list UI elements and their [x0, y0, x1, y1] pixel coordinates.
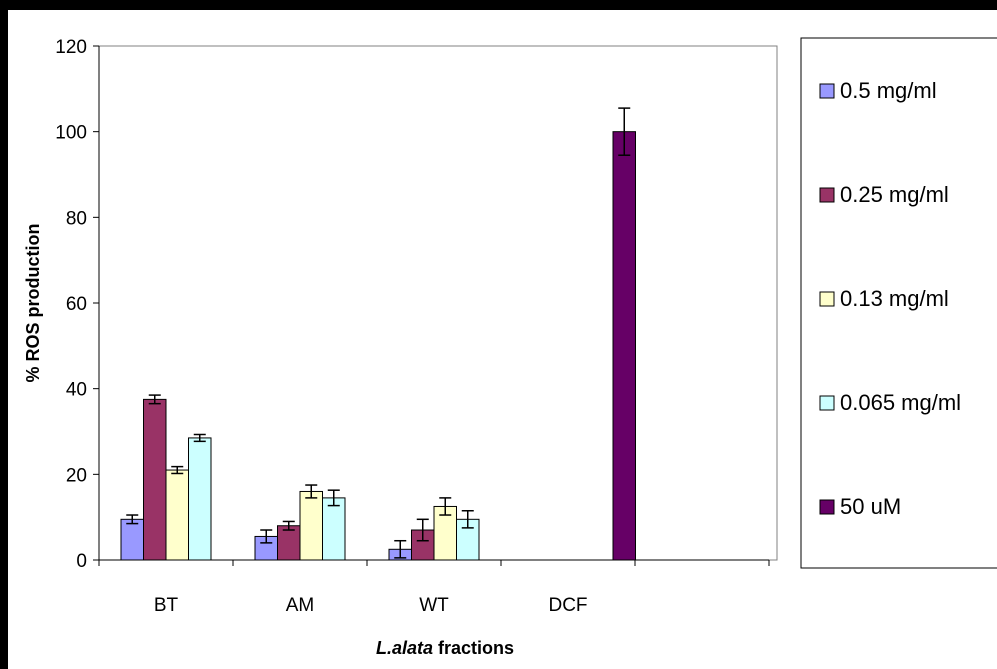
- y-tick-label: 100: [55, 123, 87, 144]
- legend-label: 0.065 mg/ml: [840, 390, 961, 415]
- legend-label: 0.25 mg/ml: [840, 182, 949, 207]
- y-tick-label: 120: [55, 37, 87, 58]
- y-tick-label: 60: [66, 294, 87, 315]
- bar: [612, 131, 636, 561]
- legend-label: 0.5 mg/ml: [840, 78, 937, 103]
- bars: [120, 131, 636, 561]
- bar: [322, 497, 346, 561]
- chart-frame: 0 20 40 60 80 100 120 BT AM WT DCF % ROS productio…: [8, 10, 997, 669]
- legend: 0.5 mg/ml 0.25 mg/ml 0.13 mg/ml 0.065 mg/ml…: [819, 78, 961, 519]
- legend-swatch: [819, 291, 835, 307]
- legend-swatch: [819, 187, 835, 203]
- x-axis-title-italic: L.alata: [376, 638, 433, 658]
- bar: [299, 490, 323, 561]
- x-category-label: BT: [154, 595, 179, 616]
- bar: [188, 437, 212, 561]
- legend-label: 0.13 mg/ml: [840, 286, 949, 311]
- ros-chart: 0 20 40 60 80 100 120 BT AM WT DCF % ROS productio…: [23, 37, 997, 658]
- legend-swatch: [819, 499, 835, 515]
- x-axis-title-rest: fractions: [433, 638, 514, 658]
- bar: [277, 525, 301, 561]
- axes: 0 20 40 60 80 100 120 BT AM WT DCF: [55, 37, 770, 616]
- legend-swatch: [819, 83, 835, 99]
- bar: [165, 469, 189, 561]
- y-tick-label: 20: [66, 465, 87, 486]
- legend-label: 50 uM: [840, 494, 901, 519]
- y-tick-label: 0: [76, 551, 87, 572]
- y-tick-label: 40: [66, 380, 87, 401]
- bar: [120, 518, 144, 561]
- y-tick-label: 80: [66, 208, 87, 229]
- x-axis-title: L.alata fractions: [376, 638, 514, 658]
- x-category-label: WT: [419, 595, 449, 616]
- y-axis-title: % ROS production: [23, 224, 43, 383]
- x-category-label: DCF: [548, 595, 587, 616]
- bar: [143, 398, 167, 561]
- error-bars: [126, 107, 631, 559]
- x-category-label: AM: [286, 595, 315, 616]
- legend-swatch: [819, 395, 835, 411]
